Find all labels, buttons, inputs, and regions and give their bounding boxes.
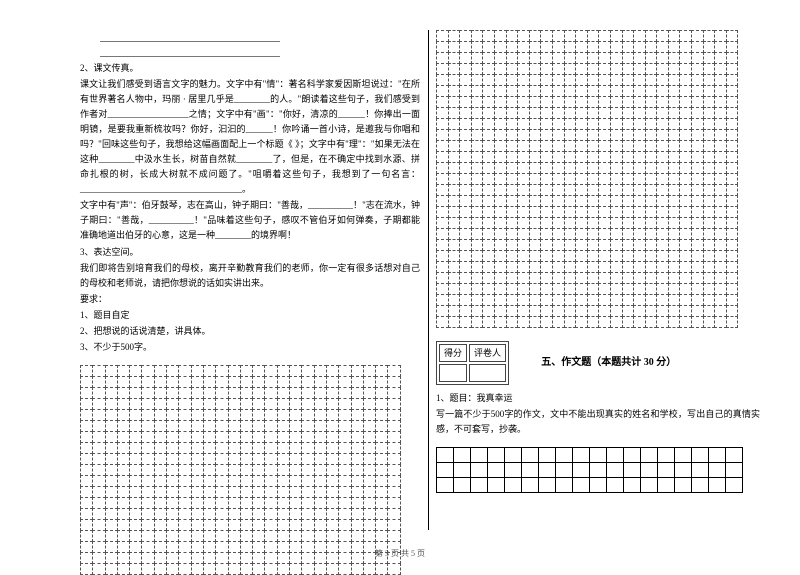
essay-question-1: 1、题目：我真幸运 写一篇不少于500字的作文，文中不能出现真实的姓名和学校，写… — [436, 391, 760, 437]
q3-r2: 2、把想说的话说清楚，讲具体。 — [80, 324, 420, 339]
grader-header: 评卷人 — [469, 344, 506, 362]
right-column: 得分 评卷人 五、作文题（本题共计 30 分） 1、题目：我真幸运 写一篇不少于… — [436, 30, 760, 492]
q2-para1: 课文让我们感受到语言文字的魅力。文字中有"情"：著名科学家爱因斯坦说过："在所有… — [80, 77, 420, 197]
page-footer: 第 3 页 共 5 页 — [0, 548, 800, 559]
question-3: 3、表达空间。 我们即将告别培育我们的母校，离开辛勤教育我们的老师，你一定有很多… — [80, 245, 420, 355]
left-column: 2、课文传真。 课文让我们感受到语言文字的魅力。文字中有"情"：著名科学家爱因斯… — [80, 30, 420, 574]
q3-para1: 我们即将告别培育我们的母校，离开辛勤教育我们的老师，你一定有很多话想对自己的母校… — [80, 261, 420, 291]
composition-grid-right-bottom — [436, 447, 760, 492]
exam-page: 2、课文传真。 课文让我们感受到语言文字的魅力。文字中有"情"：著名科学家爱因斯… — [80, 30, 760, 540]
q3-r1: 1、题目自定 — [80, 308, 420, 323]
q3-r3: 3、不少于500字。 — [80, 340, 420, 355]
score-header: 得分 — [439, 344, 467, 362]
q2-number: 2、课文传真。 — [80, 61, 420, 76]
q2-para2: 文字中有"声"：伯牙鼓琴，志在高山，钟子期曰："善哉，__________！"志… — [80, 198, 420, 243]
essay-q1-line1: 1、题目：我真幸运 — [436, 391, 760, 406]
section-5-header: 得分 评卷人 五、作文题（本题共计 30 分） — [436, 341, 760, 385]
composition-grid-left — [80, 365, 420, 574]
q3-number: 3、表达空间。 — [80, 245, 420, 260]
blank-lines — [80, 30, 420, 57]
section-5-title: 五、作文题（本题共计 30 分） — [541, 355, 676, 370]
essay-q1-line2: 写一篇不少于500字的作文，文中不能出现真实的姓名和学校，写出自己的真情实感，不… — [436, 407, 760, 437]
composition-grid-right-top — [436, 30, 760, 327]
column-divider — [428, 30, 429, 530]
score-table: 得分 评卷人 — [436, 341, 509, 385]
question-2: 2、课文传真。 课文让我们感受到语言文字的魅力。文字中有"情"：著名科学家爱因斯… — [80, 61, 420, 243]
q3-req: 要求： — [80, 292, 420, 307]
